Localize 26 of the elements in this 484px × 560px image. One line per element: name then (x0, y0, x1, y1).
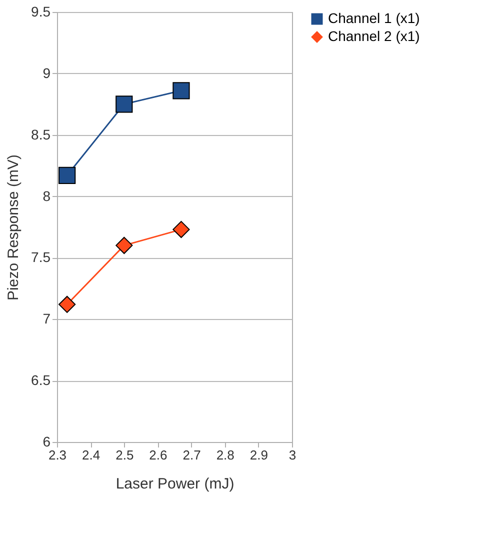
y-tick-label: 9 (42, 64, 51, 81)
y-tick-label: 6 (42, 434, 51, 450)
y-tick-label: 9.5 (31, 4, 51, 20)
y-tick-label: 7.5 (31, 249, 51, 266)
point (58, 166, 76, 184)
x-tick-label: 2.6 (149, 448, 168, 462)
point (172, 82, 190, 100)
x-tick-label: 2.8 (216, 448, 234, 462)
y-axis-title: Piezo Response (mV) (5, 154, 22, 300)
legend-label: Channel 2 (x1) (328, 28, 420, 44)
point (58, 296, 76, 313)
y-tick-label: 7 (42, 310, 51, 327)
x-tick-label: 3 (288, 448, 296, 462)
x-tick-label: 2.4 (82, 448, 100, 462)
x-tick-label: 2.5 (116, 448, 134, 462)
point (116, 236, 133, 254)
y-tick-label: 8 (42, 188, 51, 204)
y-tick-label: 8.5 (31, 126, 51, 142)
x-tick-label: 2.7 (182, 448, 201, 462)
x-tick-label: 2.9 (250, 448, 268, 462)
y-tick-label: 6.5 (31, 372, 51, 388)
legend-label: Channel 1 (x1) (328, 10, 420, 26)
x-tick-label: 2.3 (48, 448, 67, 462)
point (172, 220, 190, 238)
x-axis-title: Laser Power (mJ) (116, 476, 234, 492)
point (116, 96, 133, 113)
